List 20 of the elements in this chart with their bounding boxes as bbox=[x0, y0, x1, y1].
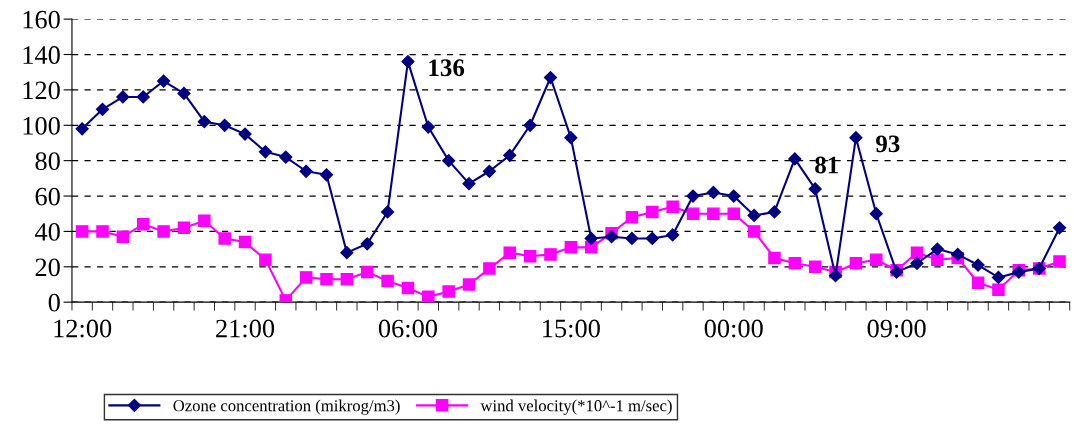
x-tick-label: 06:00 bbox=[378, 319, 437, 338]
y-tick-label: 0 bbox=[48, 293, 60, 312]
y-tick-label: 40 bbox=[34, 223, 60, 241]
y-tick-label: 20 bbox=[35, 258, 60, 277]
y-tick-label: 160 bbox=[23, 10, 60, 29]
y-tick-label: 80 bbox=[35, 152, 60, 171]
data-label: 136 bbox=[429, 59, 465, 77]
x-tick-label: 09:00 bbox=[867, 319, 926, 338]
x-tick-label: 12:00 bbox=[54, 319, 112, 338]
x-tick-label: 00:00 bbox=[704, 319, 763, 338]
y-tick-label: 100 bbox=[23, 116, 60, 135]
legend-label: wind velocity(*10^-1 m/sec) bbox=[480, 399, 672, 415]
legend-label: Ozone concentration (mikrog/m3) bbox=[173, 399, 400, 415]
x-tick-label: 21:00 bbox=[216, 319, 275, 338]
data-label: 81 bbox=[815, 156, 838, 174]
y-tick-label: 140 bbox=[23, 46, 60, 64]
x-tick-label: 15:00 bbox=[543, 319, 600, 338]
y-tick-label: 60 bbox=[35, 187, 60, 206]
data-label: 93 bbox=[876, 135, 900, 153]
y-tick-label: 120 bbox=[23, 81, 60, 100]
